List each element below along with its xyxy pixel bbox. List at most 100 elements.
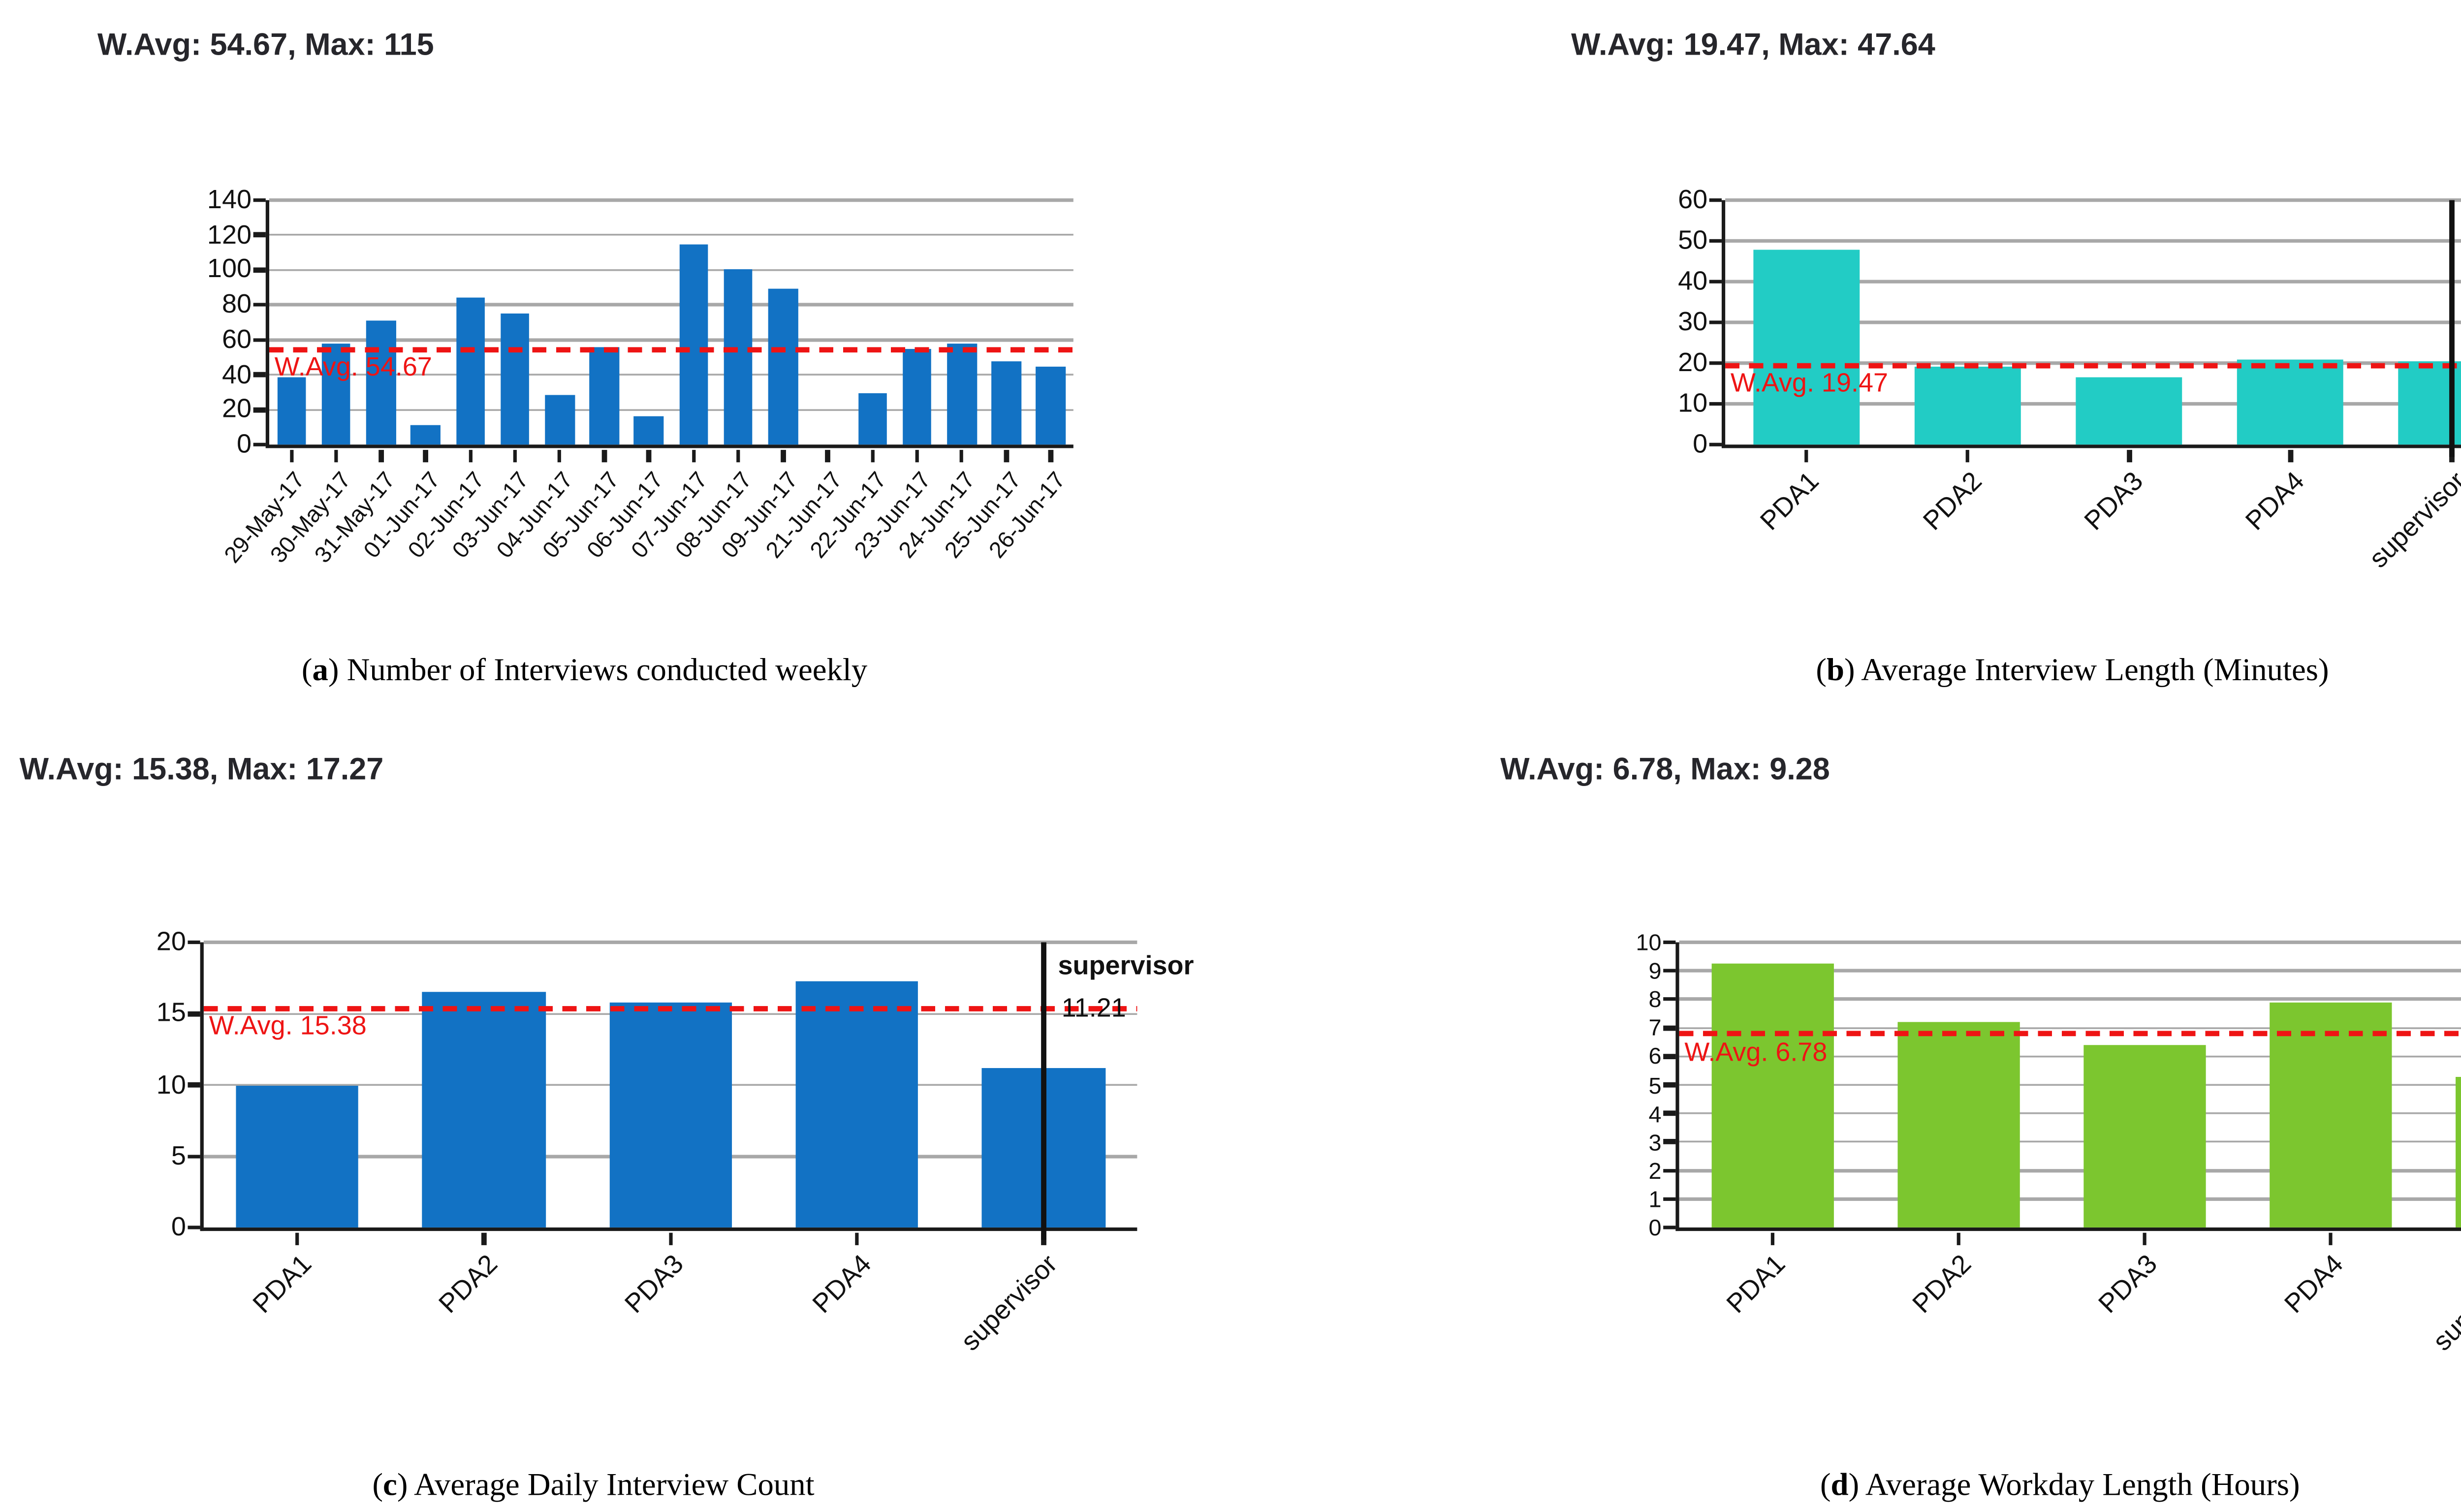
x-tick-mark: [2127, 449, 2132, 462]
y-tick-mark: [1662, 1111, 1675, 1116]
x-tick-mark: [668, 1231, 673, 1245]
x-tick-mark: [959, 449, 964, 462]
wavg-line: [1725, 362, 2461, 368]
bar-31-May-17: [366, 320, 396, 445]
gridline: [269, 338, 1073, 342]
bar-29-May-17: [277, 376, 307, 445]
caption-d-paren-open: (: [1820, 1466, 1831, 1502]
y-tick-mark: [252, 442, 265, 447]
y-tick-label: 9: [1648, 957, 1662, 984]
bar-26-Jun-17: [1036, 366, 1066, 445]
y-tick-label: 60: [1678, 185, 1708, 216]
x-tick-mark: [1770, 1231, 1774, 1245]
chart-c-daily-interview-count: 0 5 10 15 20 PDA1 PDA2 PDA3 PDA4 supervisor W.Avg.…: [157, 929, 1194, 1357]
x-tick-mark: [915, 449, 919, 462]
y-tick-label: 60: [221, 324, 252, 355]
x-tick-label: PDA3: [2093, 1249, 2164, 1320]
x-tick-mark: [481, 1231, 486, 1245]
x-tick-mark: [1004, 449, 1009, 462]
caption-a-text: ) Number of Interviews conducted weekly: [328, 652, 868, 688]
y-tick-label: 1: [1648, 1185, 1662, 1212]
bar-PDA2: [422, 992, 545, 1228]
y-tick-label: 2: [1648, 1157, 1662, 1184]
bar-PDA3: [2082, 1045, 2206, 1228]
x-tick-label: PDA2: [1917, 466, 1988, 537]
bar-04-Jun-17: [545, 395, 574, 445]
x-tick-mark: [854, 1231, 859, 1245]
x-tick-label: PDA2: [433, 1249, 504, 1320]
y-tick-label: 40: [1678, 266, 1708, 297]
y-tick-label: 50: [1678, 225, 1708, 256]
x-tick-label: supervisor: [956, 1249, 1064, 1357]
y-tick-mark: [252, 303, 265, 308]
y-tick-mark: [1708, 361, 1721, 366]
wavg-line: [269, 346, 1073, 352]
wavg-max-header-b: W.Avg: 19.47, Max: 47.64: [1571, 26, 1935, 62]
bar-01-Jun-17: [410, 425, 441, 445]
supervisor-line: [1041, 942, 1046, 1240]
y-tick-label: 80: [221, 289, 252, 320]
gridline: [1679, 1083, 2461, 1086]
x-tick-label: PDA1: [247, 1249, 317, 1320]
y-tick-label: 4: [1648, 1100, 1662, 1127]
y-tick-mark: [252, 407, 265, 412]
x-tick-mark: [870, 449, 875, 462]
wavg-max-header-a: W.Avg: 54.67, Max: 115: [97, 26, 434, 62]
y-tick-mark: [1662, 1025, 1675, 1030]
y-tick-label: 20: [221, 394, 252, 425]
y-tick-label: 0: [1648, 1214, 1662, 1241]
y-tick-mark: [1708, 238, 1721, 243]
wavg-line-label: W.Avg. 15.38: [209, 1011, 367, 1042]
y-tick-label: 10: [1636, 929, 1662, 956]
caption-c-paren-open: (: [372, 1466, 383, 1502]
gridline: [1679, 1140, 2461, 1143]
chart-a-weekly-interviews: 0 20 40 60 80 100 120 140 29-May-17 30-May-17 31-M…: [207, 187, 1073, 568]
y-tick-label: 120: [207, 220, 252, 251]
y-tick-label: 10: [1678, 388, 1708, 419]
x-tick-label: PDA4: [2240, 466, 2311, 537]
x-tick-mark: [423, 449, 428, 462]
gridline: [1725, 239, 2461, 243]
y-tick-label: 100: [207, 254, 252, 285]
x-tick-label: PDA4: [807, 1249, 878, 1320]
x-tick-mark: [1956, 1231, 1960, 1245]
bar-PDA3: [2076, 377, 2182, 445]
caption-d-text: ) Average Workday Length (Hours): [1848, 1466, 2300, 1502]
x-tick-label: PDA3: [620, 1249, 691, 1320]
bar-05-Jun-17: [589, 346, 619, 445]
y-tick-label: 30: [1678, 307, 1708, 338]
x-tick-mark: [468, 449, 473, 462]
bar-PDA3: [608, 1002, 732, 1228]
caption-c: (c) Average Daily Interview Count: [62, 1467, 1125, 1504]
supervisor-value: 11.21: [1061, 993, 1126, 1024]
x-tick-mark: [781, 449, 786, 462]
y-tick-mark: [1662, 1225, 1675, 1230]
bar-06-Jun-17: [634, 416, 664, 445]
y-tick-mark: [1662, 1082, 1675, 1087]
y-tick-label: 0: [236, 429, 252, 460]
caption-c-letter: c: [383, 1466, 397, 1502]
gridline: [1725, 198, 2461, 202]
gridline: [1679, 969, 2461, 973]
gridline: [269, 233, 1073, 237]
gridline: [1679, 1055, 2461, 1058]
y-tick-mark: [1662, 1139, 1675, 1144]
y-tick-label: 10: [156, 1070, 186, 1100]
y-tick-label: 40: [221, 359, 252, 390]
y-tick-label: 0: [171, 1212, 186, 1243]
x-tick-mark: [602, 449, 607, 462]
y-tick-mark: [1708, 402, 1721, 407]
y-tick-label: 20: [1678, 348, 1708, 378]
y-tick-label: 6: [1648, 1043, 1662, 1070]
caption-d: (d) Average Workday Length (Hours): [1529, 1467, 2461, 1504]
x-tick-mark: [2288, 449, 2293, 462]
y-tick-mark: [1662, 968, 1675, 973]
bar-07-Jun-17: [679, 244, 709, 445]
bar-PDA2: [1896, 1022, 2020, 1228]
bar-PDA1: [1710, 963, 1834, 1228]
gridline: [1679, 941, 2461, 944]
bar-PDA4: [2269, 1002, 2392, 1228]
caption-a: (a) Number of Interviews conducted weekl…: [53, 652, 1116, 689]
bar-03-Jun-17: [500, 314, 530, 445]
